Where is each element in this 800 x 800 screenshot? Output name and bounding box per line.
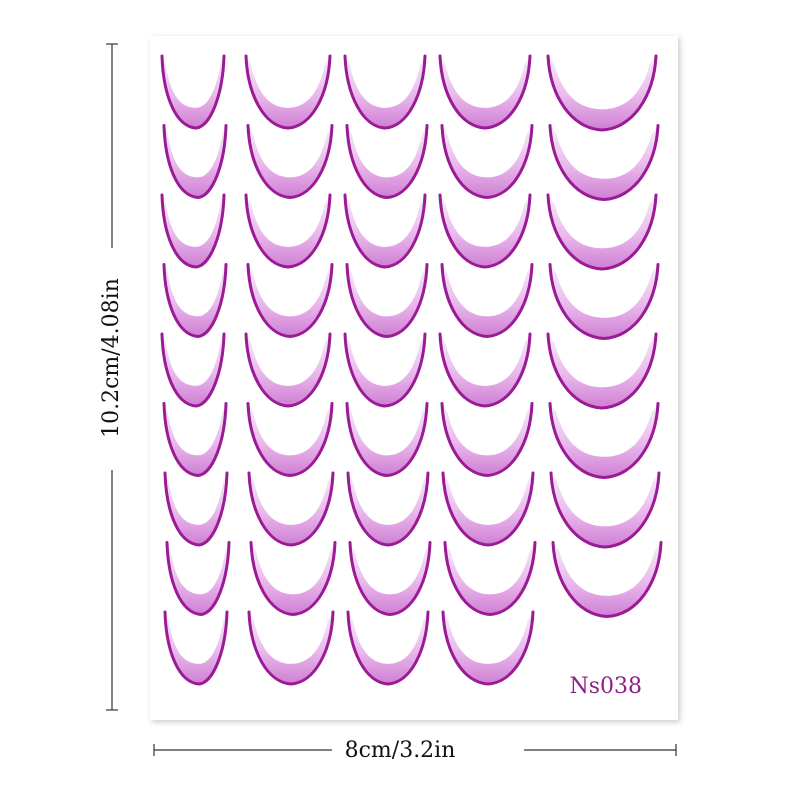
- nail-sticker: [548, 263, 660, 341]
- width-label: 8cm/3.2in: [338, 740, 462, 762]
- nail-sticker: [162, 263, 228, 339]
- nail-sticker: [165, 541, 231, 617]
- nail-sticker: [440, 402, 534, 478]
- nail-sticker: [162, 124, 228, 200]
- nail-sticker: [247, 471, 335, 547]
- nail-sticker: [163, 471, 229, 547]
- nail-sticker: [345, 402, 429, 478]
- nail-sticker: [343, 193, 427, 269]
- nail-sticker: [546, 193, 658, 271]
- nail-sticker: [160, 193, 226, 269]
- height-dimension-line: [106, 43, 118, 711]
- nail-sticker: [345, 263, 429, 339]
- nail-sticker: [346, 610, 430, 686]
- nail-sticker: [440, 263, 534, 339]
- product-code: Ns038: [563, 676, 648, 698]
- nail-sticker: [546, 332, 658, 410]
- nail-sticker: [551, 541, 663, 619]
- nail-sticker: [162, 402, 228, 478]
- nail-sticker: [441, 471, 535, 547]
- nail-sticker: [246, 402, 334, 478]
- nail-sticker: [443, 541, 537, 617]
- nail-sticker: [346, 471, 430, 547]
- width-dimension-line: [153, 744, 677, 756]
- nail-sticker: [438, 54, 532, 130]
- nail-sticker: [548, 402, 660, 480]
- nail-sticker: [244, 193, 332, 269]
- nail-sticker: [249, 541, 337, 617]
- nail-sticker: [549, 471, 661, 549]
- nail-sticker: [160, 332, 226, 408]
- nail-sticker: [246, 124, 334, 200]
- nail-sticker: [548, 124, 660, 202]
- nail-sticker: [438, 332, 532, 408]
- nail-sticker: [343, 54, 427, 130]
- nail-sticker: [345, 124, 429, 200]
- height-label: 10.2cm/4.08in: [99, 272, 124, 444]
- nail-sticker: [438, 193, 532, 269]
- nail-sticker: [441, 610, 535, 686]
- nail-sticker: [163, 610, 229, 686]
- nail-sticker: [246, 263, 334, 339]
- sticker-grid: [160, 54, 663, 686]
- nail-sticker: [546, 54, 658, 132]
- nail-sticker: [348, 541, 432, 617]
- nail-sticker: [247, 610, 335, 686]
- nail-sticker: [160, 54, 226, 130]
- nail-sticker: [343, 332, 427, 408]
- nail-sticker: [244, 54, 332, 130]
- nail-sticker: [440, 124, 534, 200]
- nail-sticker: [244, 332, 332, 408]
